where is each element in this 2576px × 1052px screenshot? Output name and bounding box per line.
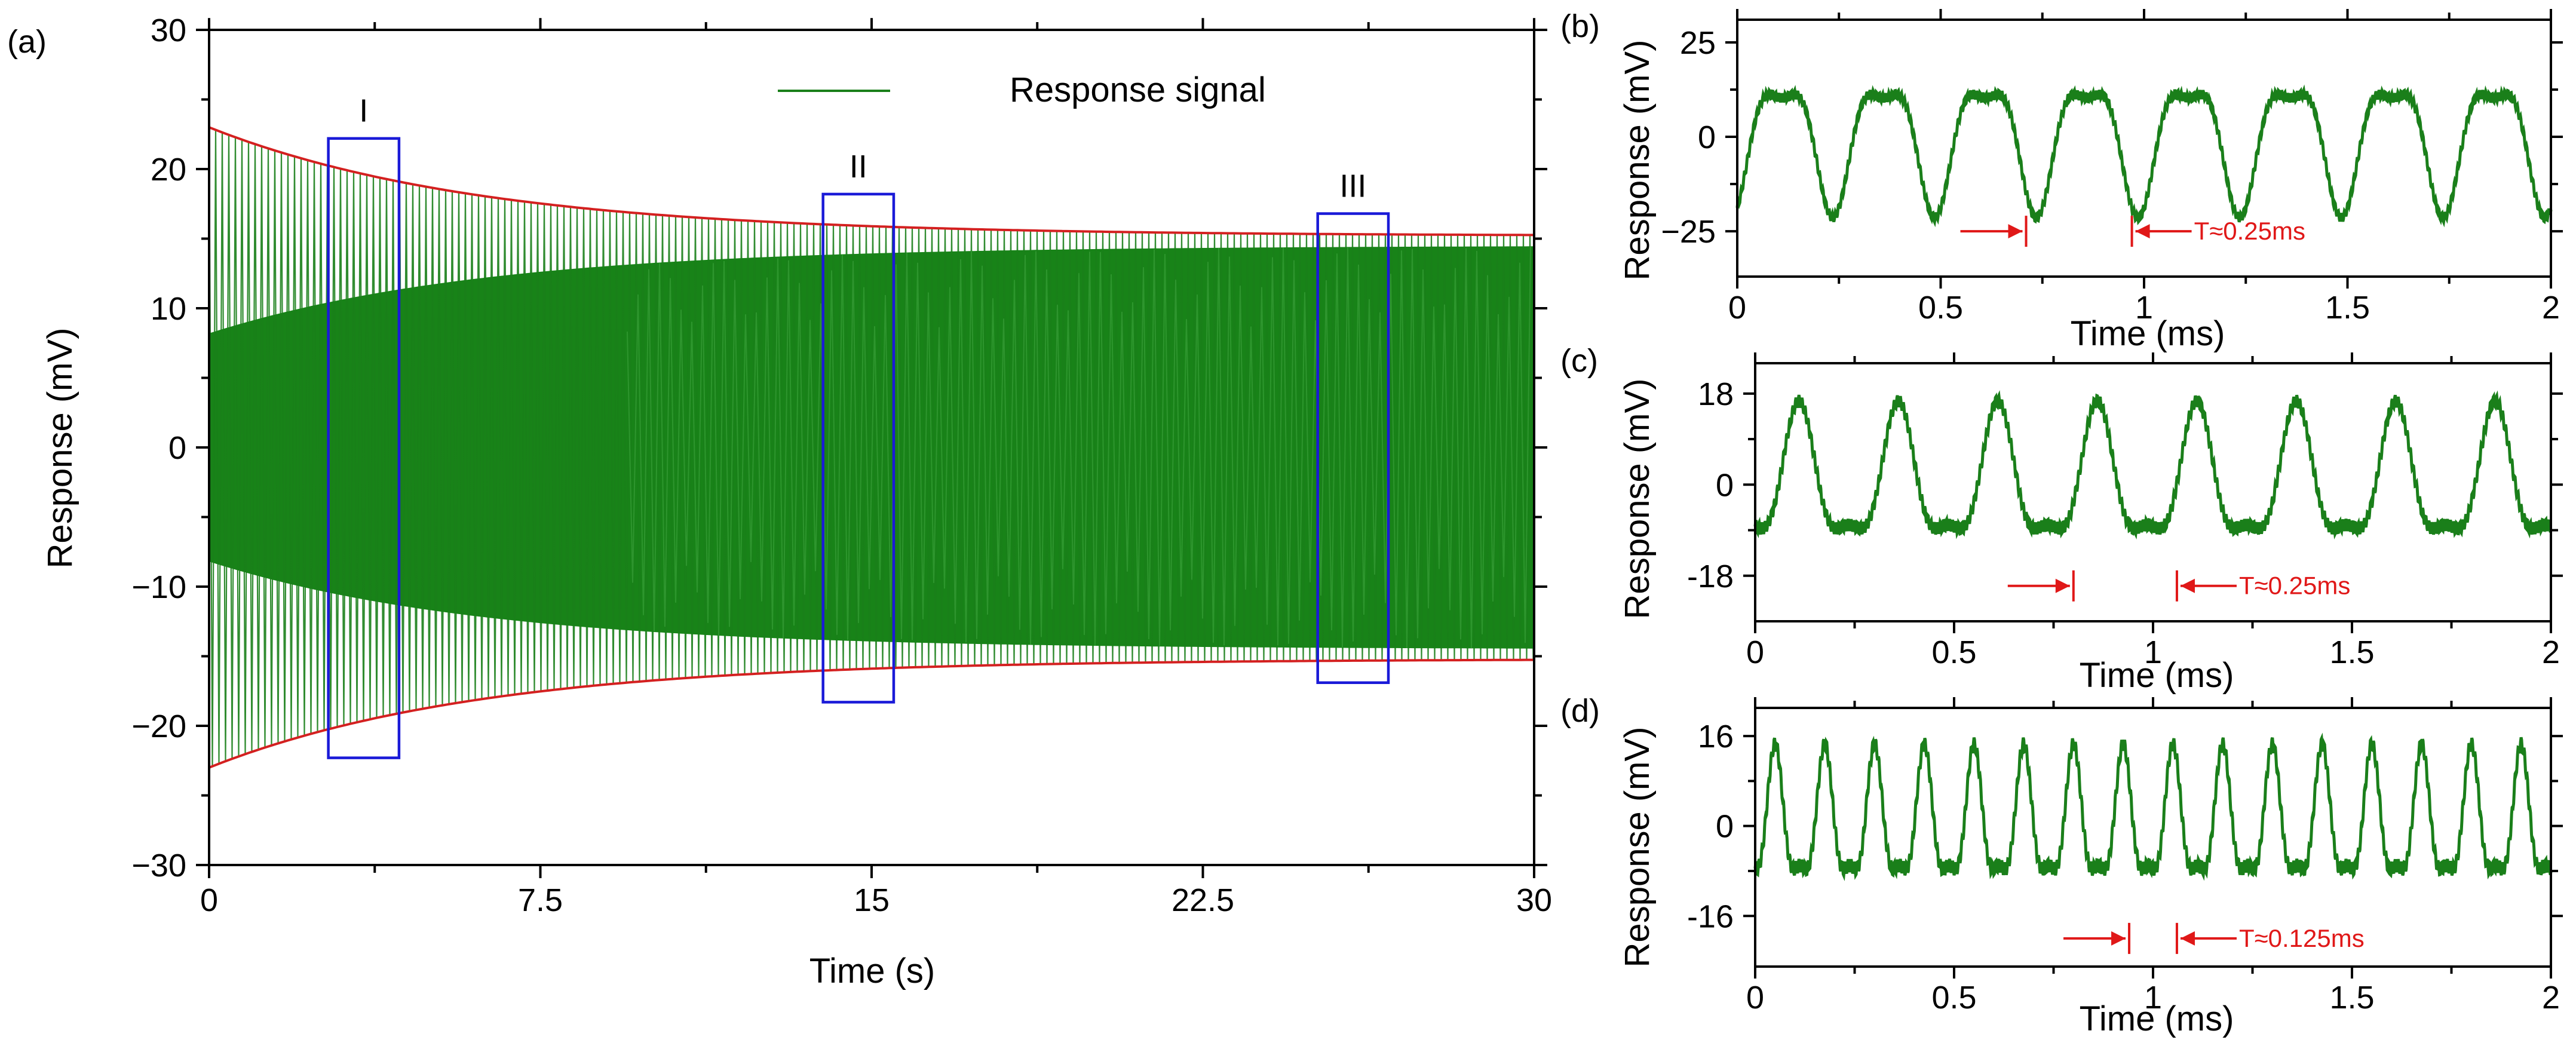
panel-a-ytick-label: 30 (151, 13, 186, 48)
b-period-arrowhead-right (2135, 224, 2150, 239)
panel-b-period-text: T≈0.25ms (2194, 217, 2305, 245)
panel-b-axes: 0 0.5 1 1.5 2 −25 0 25 (1661, 9, 2563, 326)
panel-a-label: (a) (7, 24, 47, 60)
envelope-upper (208, 126, 1534, 237)
panel-c-xtick-label: 1.5 (2329, 634, 2374, 670)
panel-c-xtick-label: 1 (2144, 634, 2162, 670)
panel-a-ytick-label: −20 (131, 709, 186, 744)
panel-c-signal (1753, 390, 2553, 539)
signal-oscillation (208, 127, 1534, 766)
signal-texture (627, 247, 1531, 649)
panel-b-xtick-label: 0 (1728, 290, 1746, 326)
panel-b-signal (1735, 84, 2553, 228)
panel-c-xtick-label: 0 (1746, 634, 1764, 670)
b-period-arrowhead-left (2008, 224, 2023, 239)
panel-a-xtick-label: 7.5 (518, 882, 563, 918)
panel-d-xtick-label: 1 (2144, 980, 2162, 1016)
panel-a-ytick-label: −30 (131, 848, 186, 884)
panel-d-ytick-label: 0 (1716, 809, 1734, 845)
panel-a-ytick-label: 20 (151, 152, 186, 188)
panel-c-axes: 0 0.5 1 1.5 2 -18 0 18 (1687, 352, 2563, 670)
panel-a-y-title: Response (mV) (41, 328, 79, 569)
c-period-arrowhead-left (2055, 578, 2070, 593)
panel-a-ytick-label: −10 (131, 569, 186, 605)
region-label: III (1339, 168, 1366, 204)
panel-a-envelope (208, 126, 1534, 769)
panel-d-x-title: Time (ms) (2080, 999, 2234, 1038)
panel-c-period-text: T≈0.25ms (2239, 572, 2350, 600)
panel-c-label: (c) (1560, 343, 1598, 379)
panel-c-ytick-label: -18 (1687, 559, 1734, 594)
panel-c-period-annotation: T≈0.25ms (2007, 570, 2350, 602)
b-waveform (1735, 84, 2553, 228)
panel-d-xtick-label: 0 (1746, 980, 1764, 1016)
panel-b-ytick-label: 25 (1680, 25, 1716, 61)
panel-a-xtick-label: 22.5 (1172, 882, 1234, 918)
region-box-III (1316, 212, 1390, 685)
panel-b-label: (b) (1560, 8, 1600, 44)
panel-a-ytick-label: 10 (151, 291, 186, 327)
panel-d-xtick-label: 0.5 (1931, 980, 1976, 1016)
d-period-arrowhead-left (2111, 931, 2126, 946)
panel-c-xtick-label: 0.5 (1931, 634, 1976, 670)
region-label: II (850, 149, 867, 185)
panel-c-x-title: Time (ms) (2080, 656, 2234, 695)
panel-c-ytick-label: 0 (1716, 467, 1734, 503)
d-period-arrowhead-right (2180, 931, 2195, 946)
panel-b-period-annotation: T≈0.25ms (1960, 216, 2305, 247)
panel-d-period-annotation: T≈0.125ms (2063, 922, 2365, 954)
panel-d-axes: 0 0.5 1 1.5 2 -16 0 16 (1687, 697, 2563, 1016)
panel-a-xtick-label: 15 (854, 882, 890, 918)
panel-d-signal (1753, 732, 2553, 881)
panel-d-xtick-label: 2 (2542, 980, 2560, 1016)
region-box-I (327, 137, 401, 759)
panel-a-xtick-label: 30 (1516, 882, 1552, 918)
panel-c-y-title: Response (mV) (1618, 379, 1657, 619)
panel-a-ytick-label: 0 (168, 430, 186, 466)
envelope-lower (208, 658, 1534, 769)
panel-c-xtick-label: 2 (2542, 634, 2560, 670)
c-period-arrowhead-right (2180, 578, 2195, 593)
region-box-II (821, 192, 896, 704)
panel-c: (c) 0 0.5 1 1.5 2 -18 0 18 T≈0.25ms Time (ms) R… (1560, 343, 2563, 695)
panel-a-xtick-label: 0 (200, 882, 218, 918)
panel-d-label: (d) (1560, 693, 1600, 729)
panel-d-xtick-label: 1.5 (2329, 980, 2374, 1016)
region-label: I (359, 93, 368, 129)
panel-d-ytick-label: 16 (1698, 719, 1734, 755)
panel-a-axes: 0 7.5 15 22.5 30 −30 −20 −10 0 10 20 30 (131, 13, 1552, 918)
panel-c-ytick-label: 18 (1698, 376, 1734, 412)
panel-a-x-title: Time (s) (809, 952, 935, 990)
panel-b-xtick-label: 2 (2542, 290, 2560, 326)
panel-b: (b) 0 0.5 1 1.5 2 −25 0 25 T≈0.25ms Time (ms) R… (1560, 8, 2563, 353)
panel-b-xtick-label: 1 (2135, 290, 2153, 326)
panel-b-ytick-label: −25 (1661, 214, 1716, 250)
panel-b-y-title: Response (mV) (1618, 40, 1657, 281)
d-waveform (1753, 732, 2553, 881)
panel-a-legend: Response signal (778, 70, 1266, 109)
panel-d-period-text: T≈0.125ms (2239, 924, 2365, 952)
panel-b-ytick-label: 0 (1698, 119, 1716, 155)
panel-d-y-title: Response (mV) (1618, 727, 1657, 968)
panel-b-xtick-label: 0.5 (1918, 290, 1963, 326)
legend-label: Response signal (1010, 70, 1266, 109)
c-waveform (1753, 390, 2553, 539)
panel-d-ytick-label: -16 (1687, 898, 1734, 934)
panel-b-xtick-label: 1.5 (2325, 290, 2370, 326)
panel-b-x-title: Time (ms) (2071, 314, 2225, 353)
panel-a-signal-fill (208, 127, 1534, 766)
